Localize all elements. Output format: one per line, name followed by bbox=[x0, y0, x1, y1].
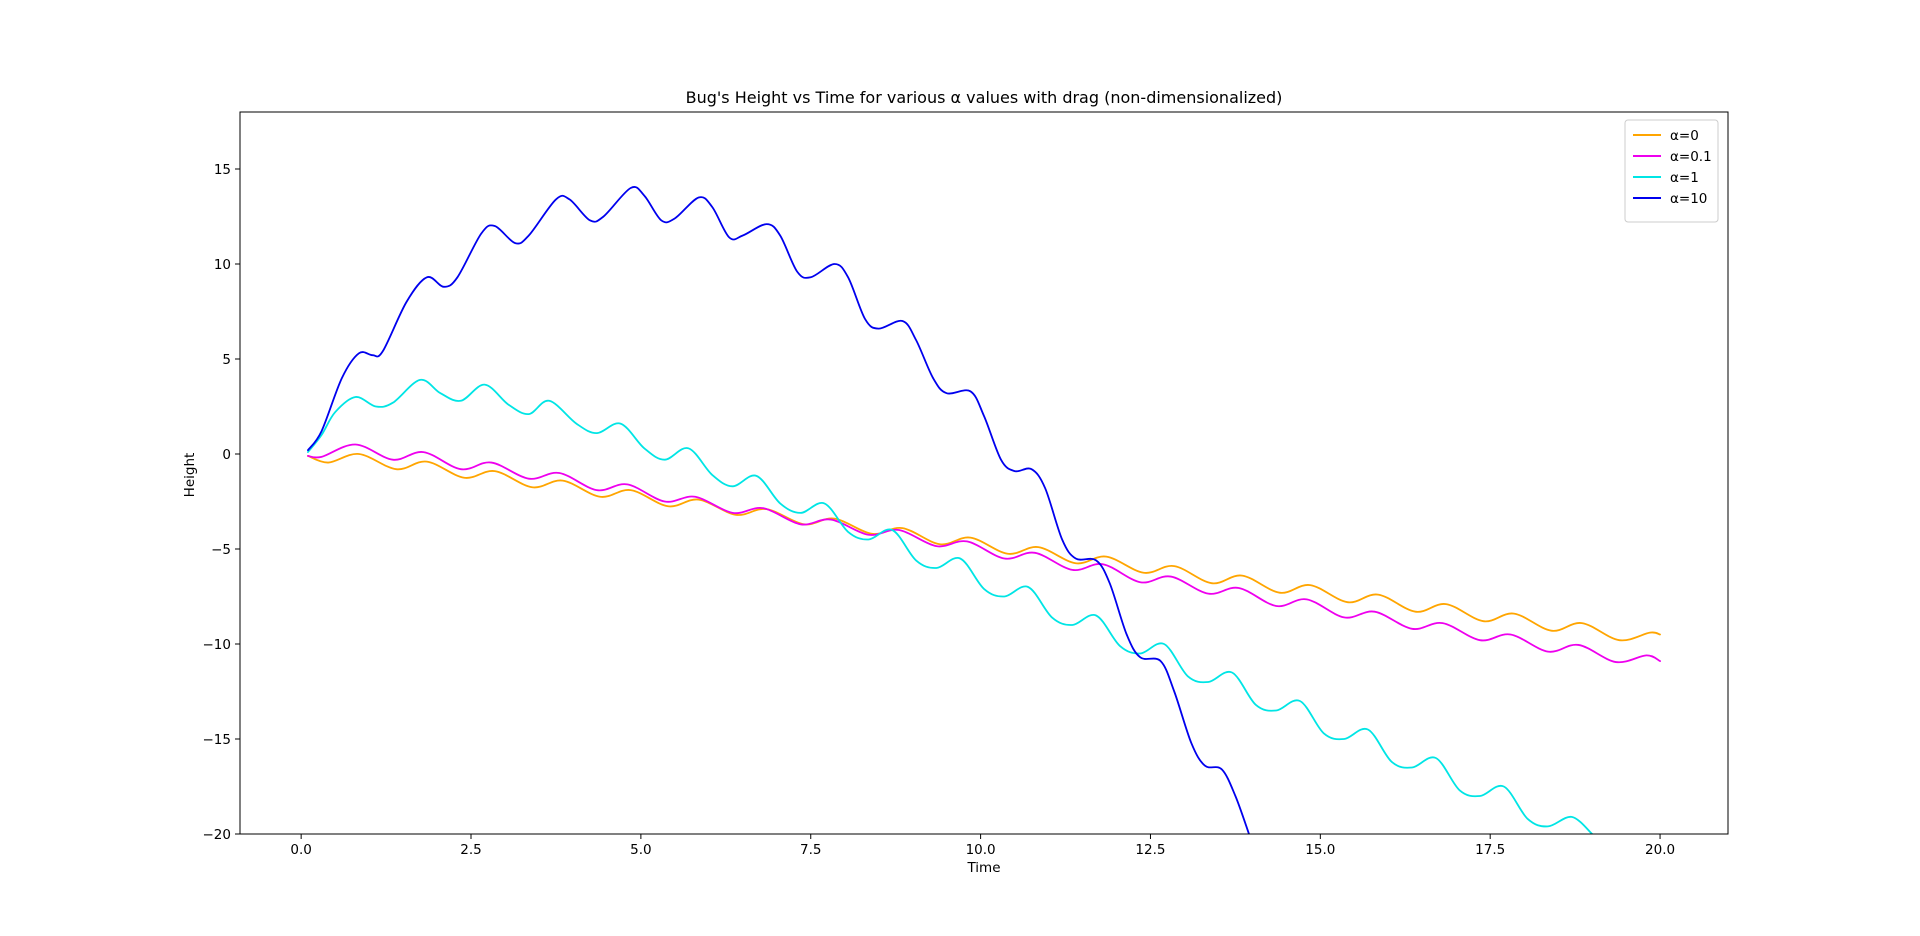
y-tick-label: −5 bbox=[211, 542, 231, 558]
x-tick-label: 17.5 bbox=[1475, 842, 1505, 858]
x-tick-label: 0.0 bbox=[290, 842, 311, 858]
legend-box bbox=[1624, 119, 1719, 223]
y-tick-label: 15 bbox=[214, 162, 231, 178]
x-tick-label: 15.0 bbox=[1305, 842, 1335, 858]
legend-label: α=0.1 bbox=[1670, 149, 1712, 165]
y-tick-label: −15 bbox=[203, 732, 232, 748]
series-line-0 bbox=[307, 453, 1661, 642]
plot-frame bbox=[239, 111, 1729, 835]
x-tick-label: 12.5 bbox=[1135, 842, 1165, 858]
x-tick-label: 20.0 bbox=[1645, 842, 1675, 858]
chart-title: Bug's Height vs Time for various α value… bbox=[686, 88, 1283, 107]
series-line-1 bbox=[307, 443, 1661, 664]
legend-label: α=1 bbox=[1670, 170, 1699, 186]
y-tick-label: 10 bbox=[214, 257, 231, 273]
legend-label: α=0 bbox=[1670, 128, 1699, 144]
y-tick-label: −10 bbox=[203, 637, 232, 653]
y-axis-label: Height bbox=[182, 453, 198, 498]
y-tick-label: 5 bbox=[222, 352, 231, 368]
x-axis-label: Time bbox=[966, 860, 1000, 876]
y-tick-label: 0 bbox=[222, 447, 231, 463]
legend: α=0 α=0.1 α=1 α=10 bbox=[1624, 119, 1719, 223]
x-axis: 0.0 2.5 5.0 7.5 10.0 12.5 15.0 17.5 20.0 bbox=[290, 834, 1675, 858]
x-tick-label: 10.0 bbox=[966, 842, 996, 858]
x-tick-label: 2.5 bbox=[460, 842, 481, 858]
y-axis: −20 −15 −10 −5 0 5 10 15 bbox=[203, 162, 240, 843]
series-line-2 bbox=[307, 378, 1594, 834]
y-tick-label: −20 bbox=[203, 827, 232, 843]
x-tick-label: 5.0 bbox=[630, 842, 651, 858]
series-layer bbox=[307, 186, 1661, 834]
series-line-3 bbox=[307, 186, 1250, 834]
legend-label: α=10 bbox=[1670, 191, 1707, 207]
x-tick-label: 7.5 bbox=[800, 842, 821, 858]
